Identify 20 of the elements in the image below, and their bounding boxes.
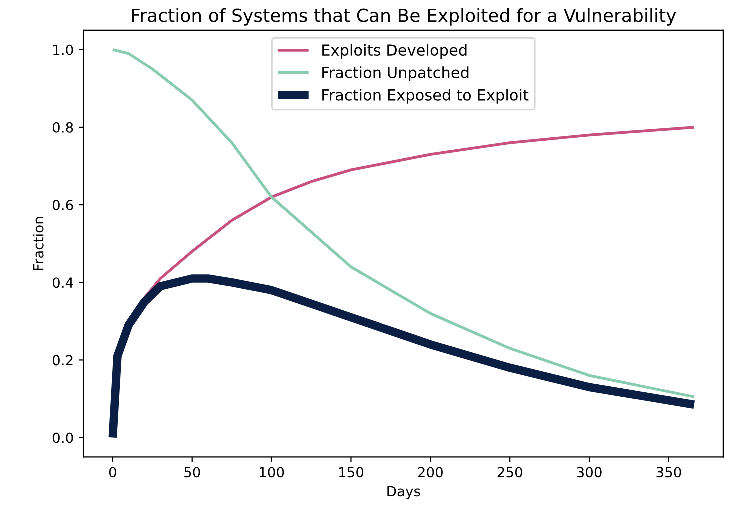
x-tick-label: 250	[498, 467, 522, 478]
x-tick-label: 0	[109, 467, 116, 478]
x-tick-label: 300	[577, 467, 602, 478]
y-tick-label: 0.6	[52, 200, 74, 211]
y-tick-label: 0.2	[52, 355, 73, 366]
legend-label: Fraction Exposed to Exploit	[322, 89, 529, 104]
y-tick-label: 0.0	[52, 432, 74, 444]
y-tick-label: 1.0	[54, 44, 74, 56]
chart-title: Fraction of Systems that Can Be Exploited for a Vulnerability	[132, 8, 676, 26]
legend-label: Exploits Developed	[322, 44, 467, 60]
x-tick-label: 350	[656, 467, 682, 478]
legend-label: Fraction Unpatched	[322, 66, 469, 82]
y-tick-label: 0.8	[52, 122, 74, 133]
y-tick-label: 0.4	[52, 278, 74, 288]
y-axis-title: Fraction	[33, 217, 44, 270]
x-axis-title: Days	[388, 486, 420, 500]
x-tick-label: 50	[184, 467, 200, 478]
x-tick-label: 150	[339, 467, 364, 478]
x-tick-label: 200	[418, 467, 443, 478]
x-tick-label: 100	[260, 467, 284, 478]
